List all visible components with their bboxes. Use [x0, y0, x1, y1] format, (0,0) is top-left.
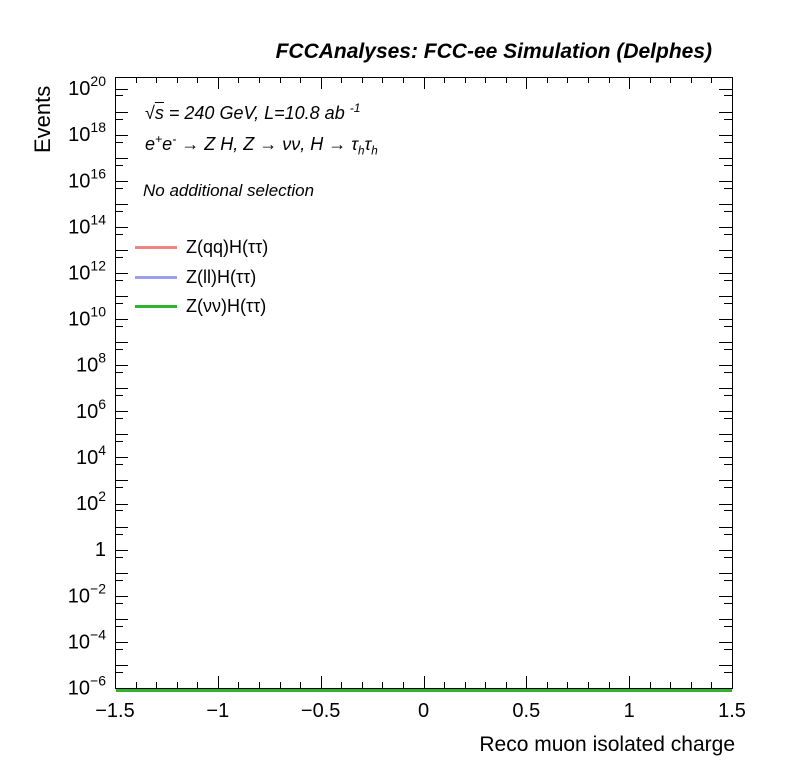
plot-title: FCCAnalyses: FCC-ee Simulation (Delphes) [275, 40, 712, 63]
annotation-text-part: e [162, 134, 173, 154]
annotation-text-part: e [145, 134, 156, 154]
x-tick-label: 1 [624, 700, 635, 722]
legend-label: Z(ll)H(ττ) [186, 266, 257, 287]
y-tick-label: 104 [76, 442, 106, 469]
axes-frame [115, 77, 733, 689]
y-tick-label: 1016 [68, 165, 106, 192]
legend-item: Z(qq)H(ττ) [135, 233, 268, 263]
annotation-text-part: -1 [349, 101, 361, 115]
legend-item: Z(ll)H(ττ) [135, 263, 268, 293]
x-tick-label: 0.5 [512, 700, 540, 722]
y-tick-label: 108 [76, 350, 106, 377]
x-tick-label: 0 [418, 700, 429, 722]
legend-line-swatch [135, 246, 177, 250]
annotation-selection: No additional selection [143, 181, 315, 200]
y-tick-label: 1014 [68, 211, 106, 238]
legend-label: Z(νν)H(ττ) [186, 296, 267, 317]
annotation-text-part: - [172, 132, 177, 146]
y-tick-label: 1012 [68, 257, 106, 284]
x-tick-label: −1 [206, 700, 229, 722]
annotation-text-part: s [154, 103, 164, 123]
y-tick-label: 1018 [68, 119, 106, 146]
annotation-text-part: √ [145, 103, 155, 123]
legend-label: Z(qq)H(ττ) [186, 237, 269, 258]
annotation-process: e+e- → Z H, Z → νν, H → τhτh [145, 132, 378, 158]
annotation-text-part: + [155, 132, 163, 146]
annotation-text-part: h [371, 144, 378, 158]
y-axis-title: Events [30, 85, 55, 153]
y-tick-label: 1 [95, 539, 106, 561]
x-tick-label: −1.5 [95, 700, 134, 722]
y-tick-label: 106 [76, 396, 106, 423]
annotation-text-part: = 240 GeV, L=10.8 ab [163, 103, 350, 123]
annotation-text-part: τ [364, 134, 372, 154]
y-tick-label: 10−2 [68, 580, 106, 607]
annotation-text-part: → Z H, Z → νν, H → τ [176, 134, 358, 154]
legend-item: Z(νν)H(ττ) [135, 292, 268, 322]
y-tick-label: 10−6 [68, 673, 106, 700]
legend: Z(qq)H(ττ) Z(ll)H(ττ) Z(νν)H(ττ) [135, 233, 268, 322]
y-tick-label: 1010 [68, 304, 106, 331]
x-axis-title: Reco muon isolated charge [479, 733, 735, 756]
x-tick-label: 1.5 [718, 700, 746, 722]
annotation-text-part: h [358, 144, 365, 158]
y-tick-label: 1020 [68, 73, 106, 100]
legend-line-swatch [135, 275, 177, 279]
y-tick-label: 102 [76, 488, 106, 515]
annotation-energy-luminosity: √s = 240 GeV, L=10.8 ab -1 [145, 101, 361, 124]
series-line-Z(νν)H(ττ) [116, 689, 732, 692]
x-tick-label: −0.5 [301, 700, 340, 722]
legend-line-swatch [135, 305, 177, 309]
y-tick-label: 10−4 [68, 626, 106, 653]
